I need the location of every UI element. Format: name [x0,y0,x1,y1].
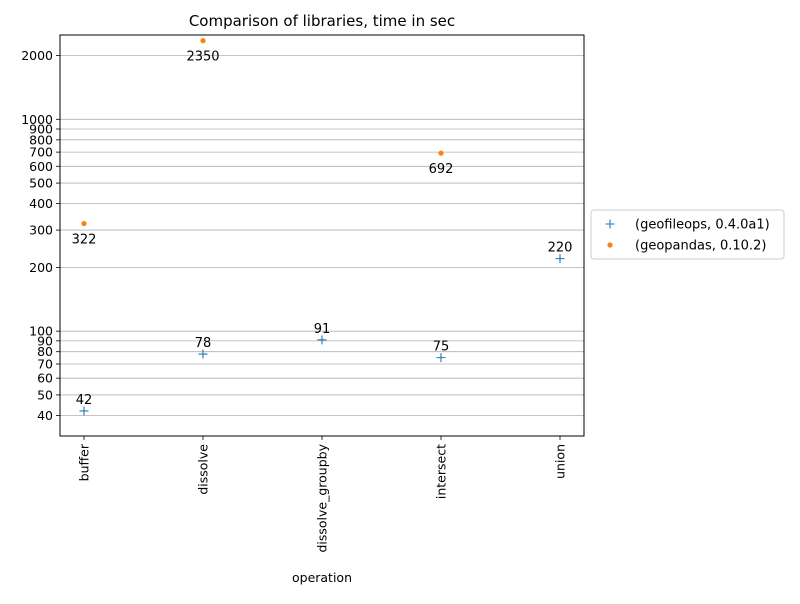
data-points [79,38,565,416]
grid [60,55,584,416]
x-axis: buffer dissolve dissolve_groupby intersect u… [77,436,568,553]
legend-label-s1: (geopandas, 0.10.2) [635,239,766,254]
y-tick-label: 40 [37,408,53,423]
chart-title: Comparison of libraries, time in sec [189,12,455,30]
legend-marker-s1 [607,242,613,248]
legend-marker-s0 [605,219,615,229]
data-label-intersect-s0: 75 [433,340,450,355]
data-point-dissolve_groupby-s0 [317,335,327,345]
y-tick-label: 600 [29,159,53,174]
y-tick-label: 90 [37,333,53,348]
y-tick-label: 900 [29,122,53,137]
legend-frame [590,209,785,260]
x-tick-label-union: union [553,444,568,479]
data-point-dissolve-s0 [198,349,208,359]
data-labels: 42 78 91 75 220 322 2350 692 [72,50,573,408]
data-point-union-s0 [555,254,565,264]
data-label-buffer-s1: 322 [72,233,97,248]
y-tick-label: 70 [37,356,53,371]
data-label-union-s0: 220 [548,241,573,256]
data-label-buffer-s0: 42 [76,393,93,408]
y-tick-label: 80 [37,344,53,359]
x-tick-label-dissolve_groupby: dissolve_groupby [315,443,330,552]
y-tick-label: 800 [29,132,53,147]
y-tick-label: 2000 [21,48,53,63]
x-axis-label: operation [292,570,352,585]
x-tick-label-buffer: buffer [77,443,92,481]
y-tick-label: 200 [29,260,53,275]
data-label-intersect-s1: 692 [429,162,454,177]
data-point-dissolve-s1 [200,38,206,44]
legend: (geofileops, 0.4.0a1) (geopandas, 0.10.2) [590,209,785,260]
data-point-buffer-s0 [79,406,89,416]
x-tick-label-dissolve: dissolve [196,444,211,495]
data-point-buffer-s1 [81,220,87,227]
y-tick-label: 1000 [21,112,53,127]
data-label-dissolve_groupby-s0: 91 [314,322,331,337]
data-point-intersect-s0 [436,353,446,363]
y-tick-label: 50 [37,387,53,402]
data-point-intersect-s1 [438,150,444,156]
y-tick-label: 400 [29,196,53,211]
y-tick-label: 300 [29,223,53,238]
y-tick-label: 500 [29,176,53,191]
y-tick-label: 60 [37,371,53,386]
x-tick-label-intersect: intersect [434,444,449,499]
data-label-dissolve-s0: 78 [195,336,212,351]
legend-label-s0: (geofileops, 0.4.0a1) [635,218,770,233]
y-tick-label: 100 [29,324,53,339]
data-label-dissolve-s1: 2350 [186,50,219,65]
y-tick-label: 700 [29,145,53,160]
plot-frame [59,34,585,437]
